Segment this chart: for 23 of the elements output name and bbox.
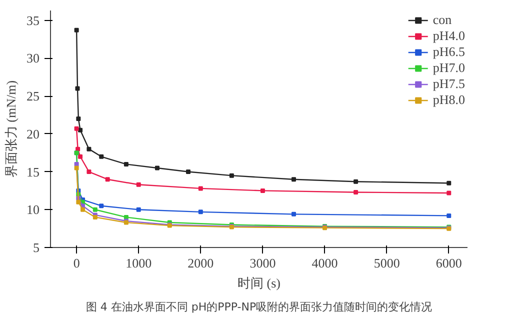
x-tick-label: 5000 bbox=[374, 256, 400, 270]
caption: 图 4 在油水界面不同 pH的PPP-NP吸附的界面张力值随时间的变化情况 bbox=[86, 300, 432, 314]
y-tick-label: 35 bbox=[26, 12, 40, 28]
x-tick-label: 0 bbox=[73, 256, 80, 270]
y-axis-title: 界面张力 (mN/m) bbox=[4, 80, 18, 178]
legend-label: con bbox=[432, 12, 453, 28]
x-tick-label: 4000 bbox=[312, 256, 338, 270]
y-tick-label: 30 bbox=[26, 50, 40, 66]
legend-label: pH6.5 bbox=[432, 44, 465, 60]
legend-label: pH7.5 bbox=[432, 76, 465, 92]
y-tick-label: 10 bbox=[26, 202, 40, 218]
y-tick-label: 20 bbox=[26, 126, 40, 142]
y-tick-label: 25 bbox=[26, 88, 40, 104]
x-tick-label: 2000 bbox=[188, 256, 214, 270]
legend-label: pH8.0 bbox=[432, 92, 465, 108]
x-axis-title: 时间 (s) bbox=[238, 276, 280, 290]
y-tick-label: 5 bbox=[33, 240, 40, 255]
y-tick-label: 15 bbox=[26, 164, 40, 180]
x-tick-label: 6000 bbox=[436, 256, 462, 270]
legend-label: pH4.0 bbox=[432, 28, 465, 44]
legend-label: pH7.0 bbox=[432, 60, 465, 76]
x-tick-label: 3000 bbox=[250, 256, 276, 270]
x-tick-label: 1000 bbox=[126, 256, 152, 270]
